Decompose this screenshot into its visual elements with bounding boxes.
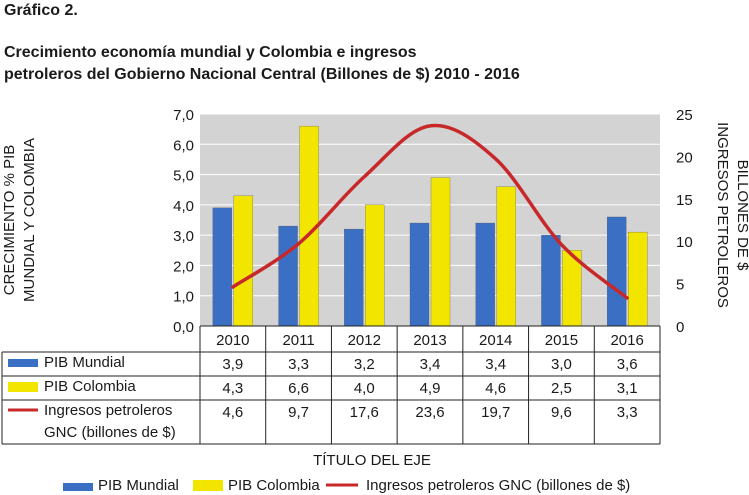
bar-pib-colombia: [233, 195, 254, 327]
right-y-tick-label: 25: [676, 107, 693, 124]
data-table-value: 9,6: [551, 404, 572, 421]
data-table-value: 9,7: [288, 404, 309, 421]
bar-pib-colombia: [627, 231, 648, 327]
right-y-axis: 0 5 10 15 20 25: [676, 107, 693, 336]
legend-swatch-pib-mundial: [63, 483, 93, 491]
left-y-tick-label: 1,0: [173, 289, 194, 306]
axis-titles: TÍTULO DEL EJE CRECIMIENTO % PIB MUNDIAL Y…: [1, 122, 749, 469]
data-table-value: 3,0: [551, 356, 572, 373]
left-y-tick-label: 6,0: [173, 137, 194, 154]
bar-pib-mundial: [278, 225, 298, 327]
bar-pib-mundial: [475, 222, 495, 327]
right-y-tick-label: 15: [676, 192, 693, 209]
x-axis-title: TÍTULO DEL EJE: [313, 452, 431, 469]
plot-background: [200, 114, 660, 326]
right-y-tick-label: 10: [676, 234, 693, 251]
right-y-axis-title-line-2: BILLONES DE $: [734, 160, 749, 272]
data-table-value: 3,4: [485, 356, 506, 373]
left-y-tick-label: 5,0: [173, 168, 194, 185]
legend: PIB Mundial PIB Colombia Ingresos petroler…: [63, 477, 630, 494]
left-y-axis-title-line-1: CRECIMIENTO % PIB: [1, 145, 18, 296]
legend-label-oil-income: Ingresos petroleros GNC (billones de $): [366, 477, 630, 494]
oil-income-series-line: [231, 123, 629, 300]
data-table-value: 3,9: [222, 356, 243, 373]
x-category-label: 2013: [413, 332, 446, 349]
bars: [212, 125, 648, 327]
figure-label: Gráfico 2.: [4, 2, 78, 19]
right-y-tick-label: 0: [676, 319, 684, 336]
left-y-axis-title-line-2: MUNDIAL Y COLOMBIA: [21, 138, 38, 302]
key-swatch-pib-mundial: [8, 359, 38, 367]
bar-pib-mundial: [541, 234, 561, 327]
legend-label-pib-mundial: PIB Mundial: [98, 477, 179, 494]
row-label-pib-mundial: PIB Mundial: [44, 354, 125, 371]
left-y-axis: 0,0 1,0 2,0 3,0 4,0 5,0 6,0 7,0: [173, 107, 194, 336]
data-table-value: 4,6: [222, 404, 243, 421]
x-category-label: 2016: [610, 332, 643, 349]
legend-swatch-pib-colombia: [193, 480, 223, 491]
data-table-value: 6,6: [288, 380, 309, 397]
data-table-value: 17,6: [350, 404, 379, 421]
right-y-axis-title-line-1: INGRESOS PETROLEROS: [714, 122, 731, 308]
left-y-axis-title: CRECIMIENTO % PIB MUNDIAL Y COLOMBIA: [1, 138, 38, 302]
data-table-value: 3,2: [354, 356, 375, 373]
data-table-value: 3,1: [617, 380, 638, 397]
data-table: 2010 2011 2012 2013 2014 2015 2016 3,9 3,3 3,2 3,4…: [1, 325, 661, 445]
x-category-label: 2010: [216, 332, 249, 349]
legend-label-pib-colombia: PIB Colombia: [228, 477, 320, 494]
bar-pib-colombia: [365, 204, 385, 327]
data-table-value: 3,6: [617, 356, 638, 373]
left-y-tick-label: 2,0: [173, 258, 194, 275]
x-category-label: 2011: [282, 332, 314, 349]
bar-pib-mundial: [344, 228, 364, 327]
x-category-label: 2015: [545, 332, 578, 349]
left-y-tick-label: 4,0: [173, 198, 194, 215]
data-table-value: 4,3: [222, 380, 243, 397]
left-y-tick-label: 0,0: [173, 319, 194, 336]
x-category-label: 2014: [479, 332, 512, 349]
data-table-value: 19,7: [481, 404, 510, 421]
chart-title-line-1: Crecimiento economía mundial y Colombia …: [4, 44, 417, 61]
data-table-value: 23,6: [415, 404, 444, 421]
bar-pib-colombia: [496, 186, 516, 327]
data-table-value: 3,3: [288, 356, 309, 373]
bar-pib-mundial: [212, 207, 233, 327]
row-label-oil-income-line-1: Ingresos petroleros: [44, 402, 172, 419]
x-category-label: 2012: [348, 332, 381, 349]
oil-income-line: [231, 123, 629, 300]
data-table-value: 4,0: [354, 380, 375, 397]
left-y-tick-label: 3,0: [173, 228, 194, 245]
data-table-value: 3,3: [617, 404, 638, 421]
bar-pib-mundial: [409, 222, 430, 327]
data-table-value: 3,4: [420, 356, 441, 373]
left-y-tick-label: 7,0: [173, 107, 194, 124]
bar-pib-colombia: [430, 177, 451, 327]
row-label-oil-income: Ingresos petroleros GNC (billones de $): [44, 402, 176, 441]
right-y-tick-label: 20: [676, 149, 693, 166]
row-label-pib-colombia: PIB Colombia: [44, 378, 136, 395]
row-label-oil-income-line-2: GNC (billones de $): [44, 424, 176, 441]
key-swatch-pib-colombia: [8, 382, 38, 392]
bar-pib-mundial: [606, 216, 627, 327]
data-table-value: 4,9: [420, 380, 441, 397]
data-table-value: 2,5: [551, 380, 572, 397]
chart-title: Crecimiento economía mundial y Colombia …: [4, 42, 520, 86]
right-y-tick-label: 5: [676, 277, 684, 294]
data-table-value: 4,6: [485, 380, 506, 397]
chart-title-line-2: petroleros del Gobierno Nacional Central…: [4, 66, 520, 83]
